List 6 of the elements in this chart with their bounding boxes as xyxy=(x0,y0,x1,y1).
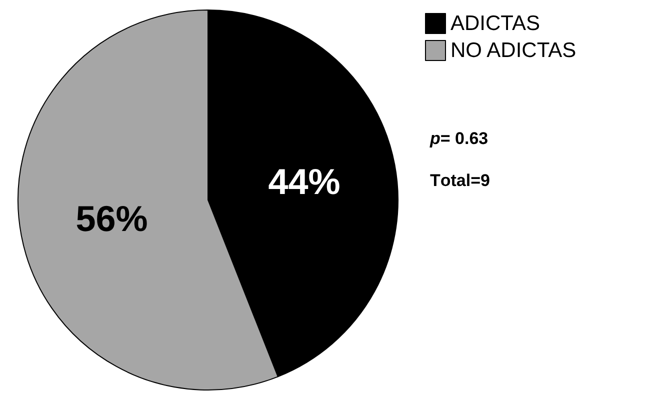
data-label: 44% xyxy=(268,161,340,202)
data-label: 56% xyxy=(76,198,148,239)
legend-label: ADICTAS xyxy=(450,12,540,35)
text: p= 0.63 xyxy=(429,129,488,148)
legend-label: NO ADICTAS xyxy=(450,39,576,62)
text: Total=9 xyxy=(430,171,490,190)
